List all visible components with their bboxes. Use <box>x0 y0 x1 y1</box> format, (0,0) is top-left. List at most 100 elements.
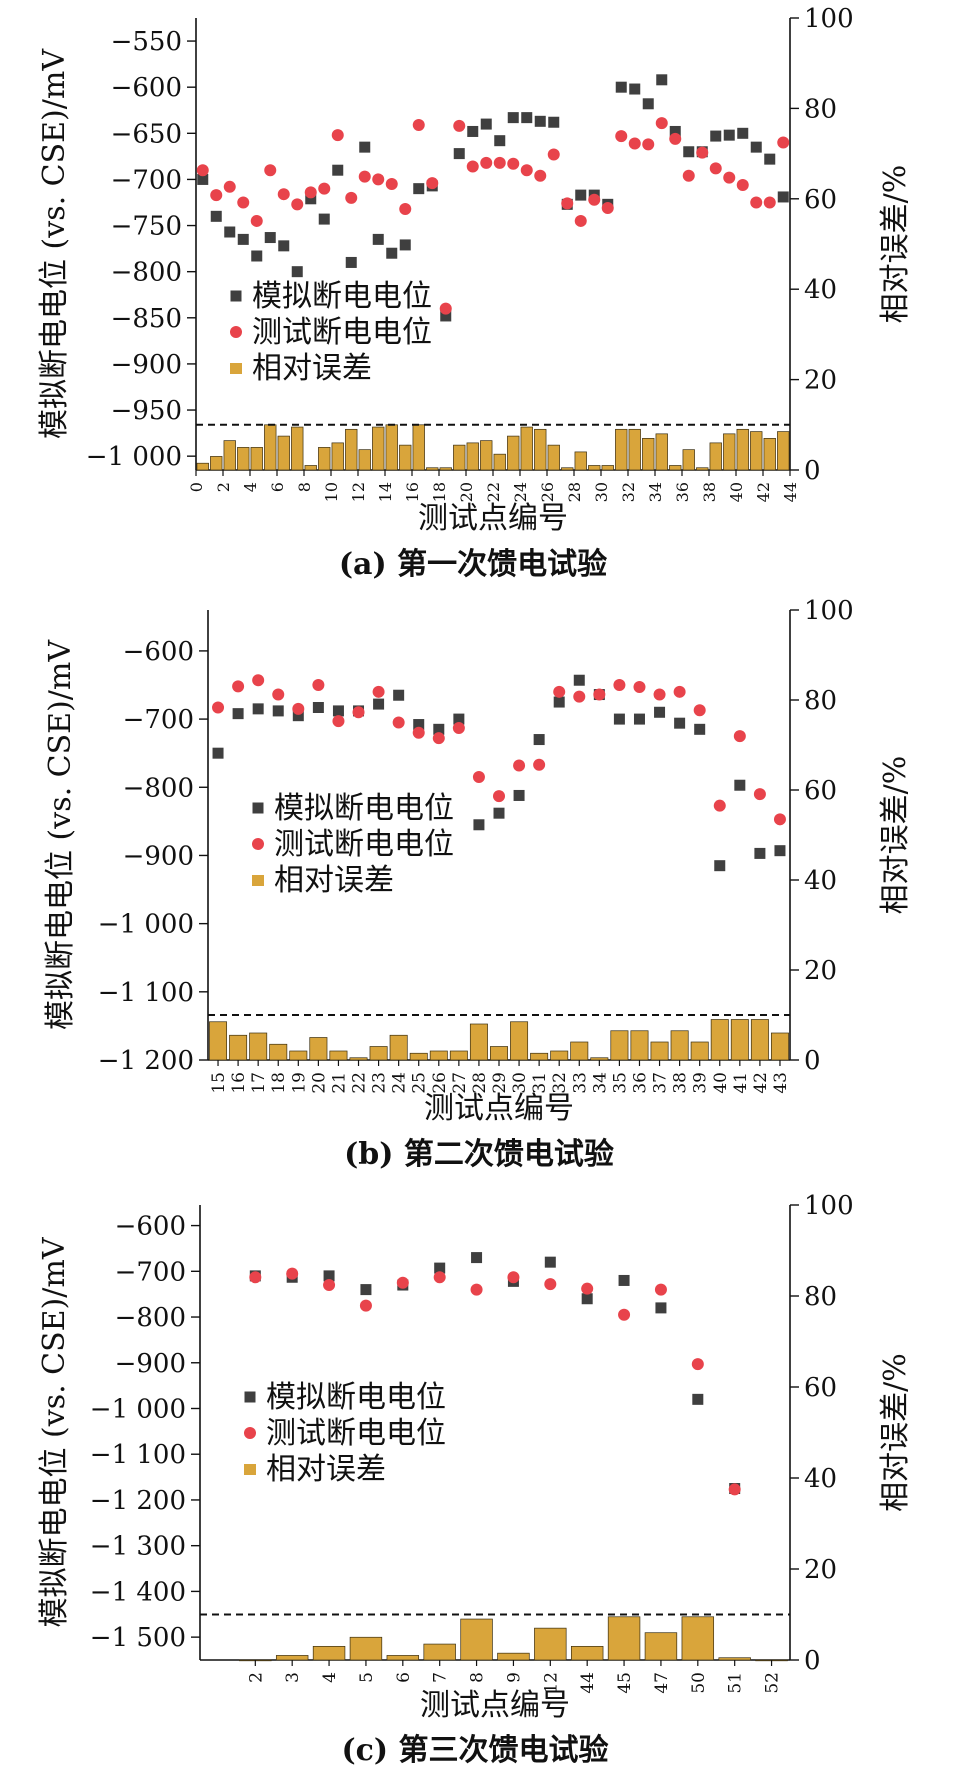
y-tick-label: −600 <box>115 1212 186 1242</box>
legend-label: 模拟断电电位 <box>266 1380 446 1415</box>
y-tick-label: −950 <box>111 396 182 426</box>
x-tick-label: 42 <box>751 1072 771 1094</box>
y2-axis-title: 相对误差/% <box>878 756 913 915</box>
x-tick-label: 18 <box>430 482 449 502</box>
legend-label: 模拟断电电位 <box>274 791 454 826</box>
test-potential-point <box>210 189 223 202</box>
error-bar <box>196 462 209 471</box>
sim-potential-point <box>433 723 445 735</box>
x-tick-label: 52 <box>763 1672 783 1694</box>
test-potential-point <box>669 132 682 145</box>
error-bar <box>493 453 506 471</box>
sim-potential-point <box>654 706 666 718</box>
error-bar <box>429 1050 448 1061</box>
test-potential-point <box>426 177 439 190</box>
error-bar <box>369 1046 388 1061</box>
x-tick-label: 2 <box>214 482 233 492</box>
error-bar <box>777 431 790 471</box>
error-bar <box>480 440 493 471</box>
error-bar <box>386 1655 420 1661</box>
sim-potential-point <box>237 233 249 245</box>
error-bar <box>372 426 385 471</box>
error-bar <box>750 1019 769 1061</box>
x-tick-label: 33 <box>570 1072 590 1094</box>
sim-potential-point <box>467 125 479 137</box>
y-tick-label: −550 <box>111 27 182 57</box>
sim-potential-point <box>656 74 668 86</box>
sim-potential-point <box>473 819 485 831</box>
sim-potential-point <box>453 713 465 725</box>
test-potential-point <box>507 157 520 170</box>
error-bar <box>730 1019 749 1061</box>
test-potential-point <box>655 117 668 130</box>
test-potential-point <box>223 180 236 193</box>
error-bar <box>304 465 317 471</box>
error-bar <box>318 447 331 471</box>
y2-tick-label: 20 <box>804 956 837 986</box>
sim-potential-point <box>494 135 506 147</box>
error-bar <box>460 1618 493 1661</box>
sim-potential-point <box>312 702 324 713</box>
error-bar <box>291 426 304 471</box>
x-tick-label: 30 <box>592 482 611 502</box>
sim-potential-point <box>613 713 625 725</box>
error-bar <box>229 1034 248 1061</box>
x-tick-label: 30 <box>510 1072 530 1094</box>
sim-potential-point <box>764 153 776 165</box>
test-potential-point <box>736 178 749 191</box>
error-bar <box>710 1019 729 1061</box>
x-axis-title: 测试点编号 <box>420 1688 570 1723</box>
sim-potential-point <box>615 81 627 93</box>
test-potential-point <box>673 685 686 698</box>
test-potential-point <box>277 188 290 201</box>
error-bar <box>630 1030 649 1061</box>
test-potential-point <box>304 186 317 199</box>
x-tick-label: 8 <box>468 1672 488 1683</box>
test-potential-point <box>196 164 209 177</box>
sim-potential-point <box>493 807 505 819</box>
x-tick-label: 44 <box>781 482 800 502</box>
sim-potential-point <box>413 183 425 195</box>
y2-tick-label: 80 <box>804 1282 837 1312</box>
x-tick-label: 45 <box>615 1672 635 1694</box>
error-bar <box>750 431 763 471</box>
sim-potential-point <box>360 1284 372 1296</box>
test-potential-point <box>331 129 344 142</box>
test-potential-point <box>433 1271 446 1284</box>
test-potential-point <box>733 730 746 743</box>
test-potential-point <box>544 1278 557 1291</box>
error-bar <box>412 424 425 471</box>
test-potential-point <box>286 1267 299 1280</box>
error-bar <box>277 435 290 471</box>
sim-potential-point <box>534 115 546 127</box>
x-tick-label: 40 <box>727 482 746 502</box>
error-bar <box>349 1636 383 1661</box>
x-axis-title: 测试点编号 <box>418 501 568 536</box>
test-potential-point <box>432 732 445 745</box>
y2-tick-label: 100 <box>804 1191 854 1221</box>
error-bar <box>385 424 398 471</box>
x-tick-label: 12 <box>541 1672 561 1694</box>
x-tick-label: 14 <box>376 482 395 502</box>
x-tick-label: 38 <box>671 1072 691 1094</box>
error-bar <box>547 444 560 471</box>
y-tick-label: −1 500 <box>90 1623 186 1653</box>
x-tick-label: 35 <box>610 1072 630 1094</box>
test-potential-point <box>777 136 790 149</box>
error-bar <box>615 428 628 471</box>
sim-potential-point <box>674 717 686 729</box>
error-bar <box>530 1052 549 1061</box>
x-tick-label: 20 <box>457 482 476 502</box>
test-potential-point <box>642 138 655 151</box>
test-potential-point <box>237 196 250 209</box>
error-bar <box>607 1616 641 1661</box>
legend-label: 相对误差 <box>266 1452 386 1487</box>
test-potential-point <box>385 178 398 191</box>
error-bar <box>588 465 601 471</box>
y-tick-label: −1 100 <box>90 1440 186 1470</box>
y-axis-title: 模拟断电电位 (vs. CSE)/mV <box>43 639 78 1030</box>
sim-potential-point <box>573 674 585 686</box>
y2-axis-title: 相对误差/% <box>878 1353 913 1512</box>
error-bar <box>399 444 412 471</box>
